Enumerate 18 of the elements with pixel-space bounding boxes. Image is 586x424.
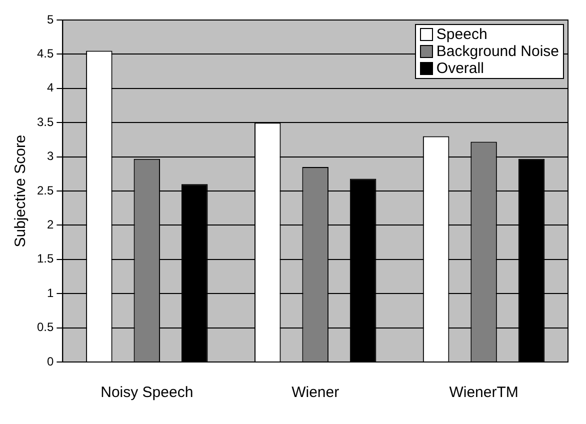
y-tick-label: 1.5 [36,252,54,266]
y-tick-label: 2 [46,218,54,232]
y-tick-label: 1 [46,286,54,300]
y-tick-label: 3.5 [36,114,54,129]
y-tick-label: 0 [46,354,54,368]
y-tick-label: 3 [46,149,54,164]
legend-label: Speech [436,26,488,43]
y-tick-label: 0.5 [36,320,54,334]
legend-label: Background Noise [436,43,559,60]
x-tick-label: Noisy Speech [100,384,194,402]
y-tick-label: 4.5 [36,46,54,61]
x-tick-label: Wiener [292,384,340,402]
y-tick-label: 4 [46,80,54,95]
y-axis-title: Subjective Score [12,134,30,248]
x-tick-label: WienerTM [449,384,518,402]
y-tick-label: 5 [46,12,54,26]
legend-label: Overall [436,60,484,77]
y-tick-label: 2.5 [36,183,54,198]
